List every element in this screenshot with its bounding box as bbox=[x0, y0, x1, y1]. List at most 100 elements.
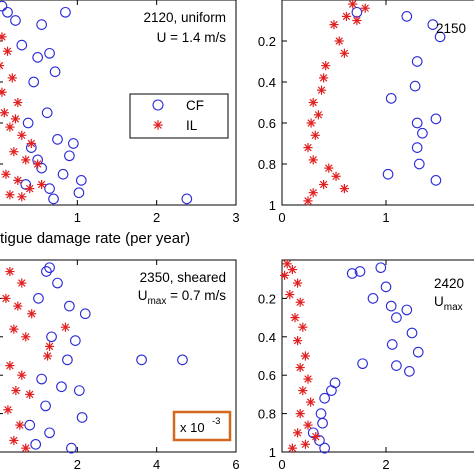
point-il bbox=[298, 322, 308, 332]
x-tick-label: 1 bbox=[382, 210, 389, 225]
br-annotation-sub: max bbox=[444, 302, 463, 313]
point-il-stroke-3 bbox=[2, 294, 10, 303]
point-il bbox=[21, 155, 31, 165]
point-cf bbox=[24, 419, 36, 431]
point-cf bbox=[401, 11, 413, 22]
point-il-stroke-3 bbox=[25, 184, 34, 193]
point-il-stroke-3 bbox=[299, 323, 307, 331]
multiplier-exponent: -3 bbox=[212, 416, 220, 427]
point-cf bbox=[391, 312, 402, 323]
multiplier-base: x 10 bbox=[180, 420, 205, 435]
point-il-stroke-3 bbox=[317, 86, 326, 94]
point-il bbox=[308, 97, 318, 108]
point-il-stroke-3 bbox=[14, 302, 22, 310]
point-cf bbox=[314, 435, 325, 446]
point-il bbox=[5, 122, 15, 132]
point-il-stroke-3 bbox=[18, 371, 26, 379]
point-il-stroke-3 bbox=[309, 156, 317, 164]
point-il bbox=[17, 192, 27, 202]
point-cf bbox=[36, 19, 47, 30]
point-cf bbox=[319, 392, 330, 404]
point-cf bbox=[406, 327, 418, 339]
point-cf bbox=[60, 6, 71, 18]
point-cf bbox=[319, 442, 330, 454]
point-il-stroke-3 bbox=[325, 164, 333, 172]
point-il-stroke-3 bbox=[18, 193, 26, 201]
point-cf bbox=[380, 281, 392, 293]
x-tick-label: 2 bbox=[382, 457, 389, 472]
point-il bbox=[313, 110, 323, 120]
point-cf bbox=[177, 354, 188, 366]
panel-bottom-left: 2 4 6 bbox=[0, 259, 240, 472]
point-cf bbox=[315, 408, 327, 419]
point-il bbox=[300, 351, 310, 361]
point-cf bbox=[427, 19, 439, 30]
y-tick-label: 0.4 bbox=[258, 75, 276, 90]
point-il bbox=[0, 108, 9, 118]
bl-annotation-1: 2350, sheared bbox=[140, 270, 226, 285]
point-il bbox=[0, 61, 5, 71]
x-tick-label: 3 bbox=[232, 210, 239, 225]
point-il bbox=[308, 155, 318, 165]
point-il-stroke-3 bbox=[27, 310, 36, 318]
point-cf bbox=[385, 93, 397, 104]
point-cf bbox=[73, 385, 85, 396]
point-il bbox=[360, 3, 370, 13]
point-il bbox=[287, 443, 297, 453]
point-il bbox=[339, 184, 349, 194]
point-cf bbox=[375, 262, 387, 274]
x-tick-label: 2 bbox=[74, 457, 81, 472]
point-il bbox=[15, 420, 25, 430]
point-cf bbox=[20, 179, 32, 190]
point-il bbox=[10, 114, 21, 124]
point-il-stroke-3 bbox=[304, 197, 312, 205]
point-il-stroke-3 bbox=[37, 180, 46, 189]
point-il-stroke-3 bbox=[18, 131, 26, 140]
point-il-stroke-3 bbox=[27, 139, 36, 148]
point-il bbox=[319, 73, 329, 83]
legend-cf-label: CF bbox=[186, 98, 204, 113]
point-il-stroke-3 bbox=[288, 265, 297, 274]
point-cf bbox=[430, 175, 442, 186]
point-il bbox=[17, 278, 27, 288]
point-cf bbox=[66, 442, 77, 454]
point-cf bbox=[36, 373, 47, 385]
point-cf bbox=[181, 193, 193, 205]
point-il-stroke-3 bbox=[43, 352, 52, 360]
point-cf bbox=[44, 183, 55, 194]
point-il bbox=[5, 266, 15, 277]
y-tick-label: 0.8 bbox=[258, 407, 276, 422]
tl-annotation-2: U = 1.4 m/s bbox=[157, 30, 227, 45]
point-il-stroke-3 bbox=[18, 279, 26, 287]
point-cf bbox=[64, 300, 75, 312]
point-cf bbox=[307, 427, 319, 439]
point-il bbox=[295, 362, 305, 373]
point-il-stroke-3 bbox=[335, 37, 343, 45]
point-il bbox=[21, 332, 31, 342]
point-il bbox=[5, 361, 15, 371]
point-il-stroke-3 bbox=[283, 260, 291, 268]
point-cf bbox=[22, 117, 34, 129]
point-il bbox=[60, 322, 71, 332]
panel-top-left: 1 2 3 bbox=[0, 0, 240, 225]
point-il-stroke-3 bbox=[286, 290, 294, 299]
panel-bottom-right: 0240.20.40.60.81 bbox=[258, 259, 474, 472]
point-cf bbox=[30, 438, 42, 450]
point-il-stroke-3 bbox=[0, 88, 6, 96]
point-il bbox=[1, 169, 11, 179]
bl-annotation-sub: max bbox=[147, 296, 166, 307]
point-il-stroke-3 bbox=[6, 267, 14, 276]
point-il bbox=[295, 409, 305, 419]
point-il-stroke-3 bbox=[293, 336, 302, 345]
point-il-stroke-2 bbox=[0, 65, 4, 70]
point-il bbox=[321, 61, 331, 71]
point-il bbox=[293, 336, 303, 346]
point-il-stroke-3 bbox=[361, 4, 369, 12]
point-cf bbox=[412, 346, 424, 358]
tl-xlabel: tigue damage rate (per year) bbox=[0, 230, 190, 247]
point-il-stroke-3 bbox=[10, 147, 18, 156]
x-tick-label: 0 bbox=[278, 457, 285, 472]
point-il bbox=[348, 0, 358, 9]
